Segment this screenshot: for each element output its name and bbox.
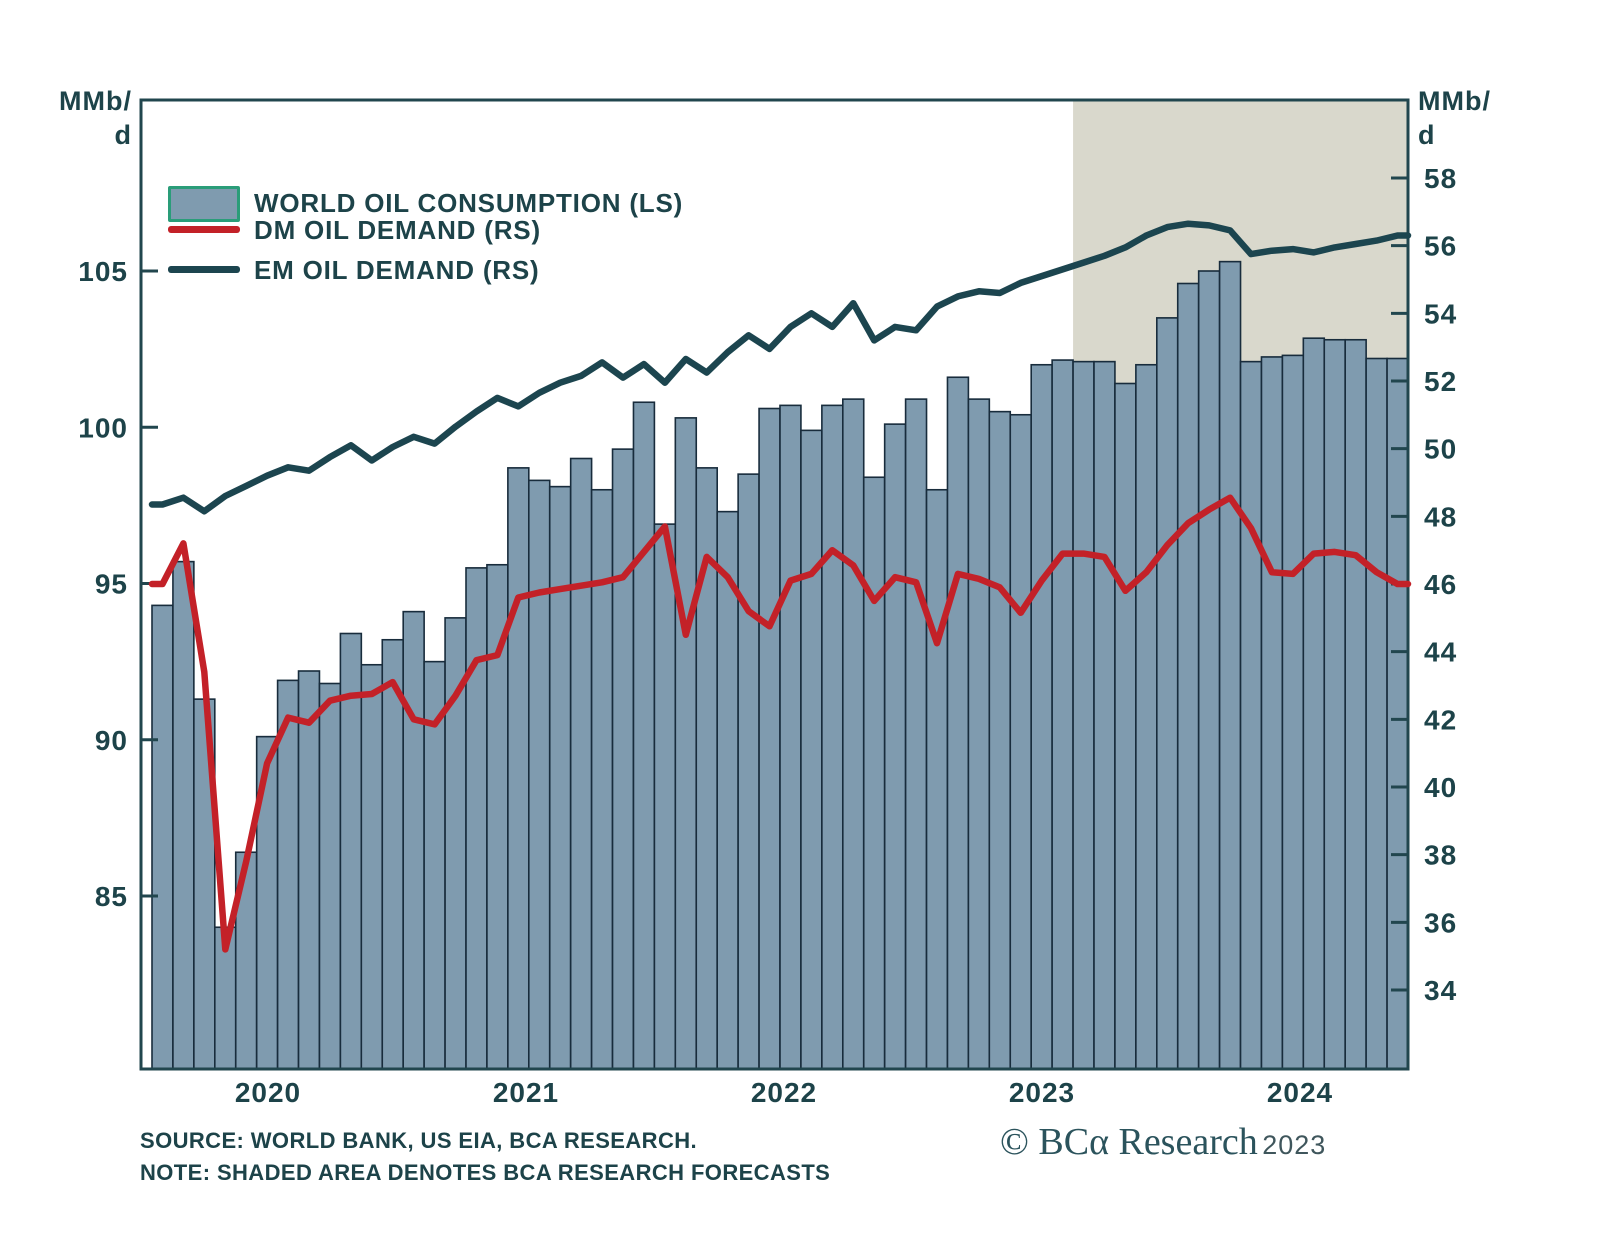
bar-2020-08 bbox=[297, 670, 321, 1070]
bar-2024-12 bbox=[1386, 357, 1409, 1070]
left-axis-title-line1: MMb/ bbox=[59, 86, 132, 116]
dm-oil-demand-line bbox=[148, 494, 1412, 953]
bar-2020-02 bbox=[172, 560, 195, 1070]
x-axis-year-label: 2021 bbox=[493, 1077, 559, 1108]
bar-2024-01 bbox=[1156, 317, 1179, 1070]
bar-2023-08 bbox=[1051, 359, 1074, 1070]
bar-2024-11 bbox=[1365, 357, 1388, 1070]
bars-world-oil-consumption bbox=[151, 260, 1409, 1070]
bar-2022-06 bbox=[758, 407, 781, 1070]
bar-2020-01 bbox=[151, 604, 174, 1070]
x-axis-year-label: 2022 bbox=[751, 1077, 817, 1108]
bar-2023-05 bbox=[988, 410, 1012, 1070]
right-axis-tick-label: 46 bbox=[1424, 569, 1457, 600]
bar-2023-12 bbox=[1135, 363, 1158, 1070]
bar-2021-01 bbox=[402, 610, 425, 1070]
left-axis-tick-label: 100 bbox=[78, 412, 128, 443]
bar-2022-10 bbox=[841, 398, 865, 1070]
bar-2021-12 bbox=[632, 401, 656, 1070]
right-axis-tick-label: 42 bbox=[1424, 704, 1457, 735]
em-oil-demand-line bbox=[148, 220, 1412, 515]
legend-label-world-consumption: WORLD OIL CONSUMPTION (LS) bbox=[254, 188, 684, 218]
bar-2020-11 bbox=[360, 663, 384, 1070]
right-axis-tick-label: 56 bbox=[1424, 231, 1457, 262]
bar-2020-12 bbox=[381, 638, 404, 1070]
right-axis-tick-label: 38 bbox=[1424, 840, 1457, 871]
left-axis-title-line2: d bbox=[114, 120, 132, 150]
bar-2022-02 bbox=[674, 417, 698, 1070]
bar-2023-06 bbox=[1009, 413, 1033, 1070]
bar-2023-03 bbox=[946, 376, 970, 1070]
bar-2022-08 bbox=[800, 429, 823, 1070]
bar-2022-01 bbox=[653, 523, 677, 1070]
right-axis-title: MMb/ d bbox=[1418, 84, 1538, 152]
right-axis-title-line2: d bbox=[1418, 120, 1436, 150]
left-axis-tick-label: 105 bbox=[78, 256, 128, 287]
legend-line-em-icon bbox=[168, 266, 240, 273]
bar-2021-08 bbox=[548, 485, 572, 1070]
bar-2023-10 bbox=[1093, 360, 1116, 1070]
bar-2020-09 bbox=[318, 682, 342, 1070]
bar-2023-04 bbox=[967, 398, 991, 1070]
left-axis-tick-label: 90 bbox=[95, 725, 128, 756]
left-axis-tick-label: 95 bbox=[95, 569, 128, 600]
right-axis-tick-label: 40 bbox=[1424, 772, 1457, 803]
bar-2023-11 bbox=[1114, 382, 1137, 1070]
bar-2024-10 bbox=[1344, 338, 1367, 1070]
bar-2023-02 bbox=[925, 488, 949, 1070]
bar-2021-09 bbox=[569, 457, 593, 1070]
bar-2024-06 bbox=[1260, 356, 1284, 1070]
right-axis-tick-label: 34 bbox=[1424, 975, 1457, 1006]
right-axis-tick-label: 48 bbox=[1424, 501, 1457, 532]
bca-research-logo: © BCα Research 2023 bbox=[1000, 1120, 1448, 1164]
bar-2022-05 bbox=[737, 473, 760, 1070]
right-axis-tick-label: 58 bbox=[1424, 163, 1457, 194]
x-axis-year-label: 2024 bbox=[1267, 1077, 1333, 1108]
right-axis-title-line1: MMb/ bbox=[1418, 86, 1491, 116]
bar-2022-12 bbox=[883, 423, 907, 1070]
bar-2021-11 bbox=[611, 448, 635, 1070]
bar-2022-09 bbox=[821, 404, 844, 1070]
right-axis-tick-label: 50 bbox=[1424, 434, 1457, 465]
bar-2022-11 bbox=[862, 476, 886, 1070]
bar-2024-02 bbox=[1176, 282, 1200, 1070]
logo-year: 2023 bbox=[1262, 1130, 1327, 1160]
right-axis-tick-label: 54 bbox=[1424, 298, 1457, 329]
bar-2024-04 bbox=[1218, 260, 1242, 1070]
bar-2024-08 bbox=[1302, 337, 1326, 1070]
bar-2023-01 bbox=[904, 398, 928, 1070]
legend-line-dm-icon bbox=[168, 226, 240, 233]
bar-2023-09 bbox=[1072, 360, 1095, 1070]
bar-2022-04 bbox=[716, 510, 739, 1070]
bar-2021-06 bbox=[507, 467, 530, 1070]
right-axis-tick-label: 44 bbox=[1424, 637, 1457, 668]
note-text: NOTE: SHADED AREA DENOTES BCA RESEARCH F… bbox=[140, 1160, 831, 1185]
x-axis-year-label: 2020 bbox=[235, 1077, 301, 1108]
bar-2024-09 bbox=[1323, 338, 1347, 1070]
right-axis-tick-label: 52 bbox=[1424, 366, 1457, 397]
left-axis-tick-label: 85 bbox=[95, 881, 128, 912]
legend-label-dm-demand: DM OIL DEMAND (RS) bbox=[254, 215, 541, 245]
logo-mark: © BCα Research bbox=[1000, 1121, 1258, 1163]
bar-2021-07 bbox=[527, 479, 551, 1070]
legend-swatch-world-consumption bbox=[168, 186, 240, 222]
bar-2024-05 bbox=[1239, 360, 1263, 1070]
right-axis-tick-label: 36 bbox=[1424, 907, 1457, 938]
legend-label-em-demand: EM OIL DEMAND (RS) bbox=[254, 255, 540, 285]
left-axis-title: MMb/ d bbox=[30, 84, 132, 152]
bar-2024-07 bbox=[1281, 354, 1305, 1070]
bar-2021-10 bbox=[590, 488, 614, 1070]
bar-2021-04 bbox=[465, 567, 488, 1070]
bar-2024-03 bbox=[1197, 270, 1221, 1070]
source-text: SOURCE: WORLD BANK, US EIA, BCA RESEARCH… bbox=[140, 1128, 698, 1153]
bar-2023-07 bbox=[1030, 363, 1053, 1070]
x-axis-year-label: 2023 bbox=[1009, 1077, 1075, 1108]
bar-2022-07 bbox=[779, 404, 802, 1070]
